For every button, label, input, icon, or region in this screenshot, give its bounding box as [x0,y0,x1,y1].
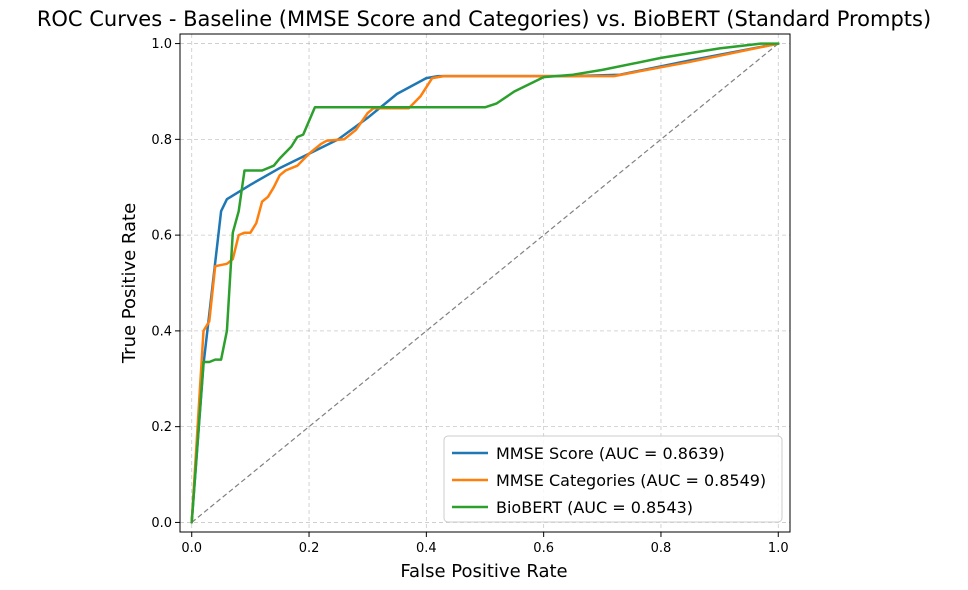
x-tick-label: 0.2 [299,541,320,556]
x-tick-label: 0.4 [416,541,437,556]
diagonal-line [191,43,779,523]
x-ticks: 0.0 0.2 0.4 0.6 0.8 1.0 [181,532,789,556]
legend-label-mmse-score: MMSE Score (AUC = 0.8639) [496,444,725,463]
y-tick-label: 0.0 [151,516,172,531]
y-tick-label: 0.4 [151,324,172,339]
y-tick-label: 1.0 [151,37,172,52]
y-tick-label: 0.6 [151,229,172,244]
x-axis-label: False Positive Rate [400,561,567,582]
legend-label-biobert: BioBERT (AUC = 0.8543) [496,498,693,517]
legend-label-mmse-categories: MMSE Categories (AUC = 0.8549) [496,471,766,490]
series-lines [190,42,780,524]
plot-frame [179,33,791,533]
legend: MMSE Score (AUC = 0.8639) MMSE Categorie… [443,435,783,523]
x-tick-label: 0.0 [181,541,202,556]
x-tick-label: 0.8 [651,541,672,556]
chart-title: ROC Curves - Baseline (MMSE Score and Ca… [37,7,931,31]
x-tick-label: 0.6 [533,541,554,556]
series-line-biobert [190,42,780,524]
y-axis-label: True Positive Rate [119,203,140,364]
y-ticks: 0.0 0.2 0.4 0.6 0.8 1.0 [151,37,180,531]
diagonal-reference [191,43,779,523]
y-tick-label: 0.8 [151,133,172,148]
legend-box [443,435,783,523]
series-line-mmse-categories [190,42,780,524]
x-tick-label: 1.0 [768,541,789,556]
y-tick-label: 0.2 [151,420,172,435]
